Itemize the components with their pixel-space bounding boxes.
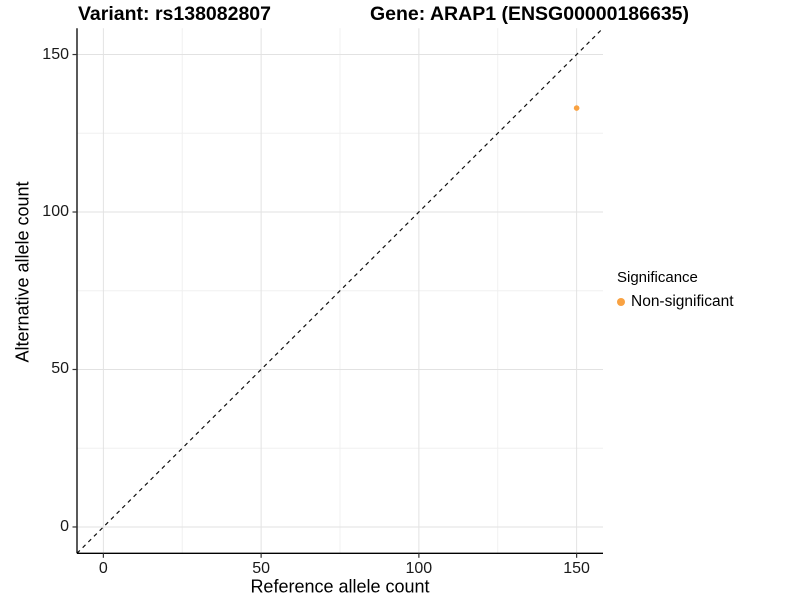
y-tick-label: 0 — [60, 517, 69, 535]
legend-entry: Non-significant — [617, 293, 734, 311]
legend-entry-label: Non-significant — [631, 293, 734, 310]
y-tick-label: 150 — [42, 45, 69, 63]
y-axis-title: Alternative allele count — [12, 181, 33, 363]
identity-reference-line — [76, 27, 604, 554]
plot-title-gene: Gene: ARAP1 (ENSG00000186635) — [370, 3, 690, 25]
x-axis-title: Reference allele count — [250, 576, 430, 597]
legend-title: Significance — [617, 269, 698, 286]
y-tick-label: 50 — [51, 360, 69, 378]
x-tick-label: 100 — [405, 559, 433, 577]
x-tick-label: 50 — [252, 559, 271, 577]
data-point — [573, 105, 580, 111]
x-tick-label: 150 — [563, 559, 590, 577]
plot-title-variant: Variant: rs138082807 — [78, 3, 271, 25]
legend-point-icon — [617, 298, 625, 306]
legend: Significance Non-significant — [617, 269, 734, 311]
y-tick-label: 100 — [42, 203, 69, 220]
x-tick-label: 0 — [98, 559, 108, 577]
